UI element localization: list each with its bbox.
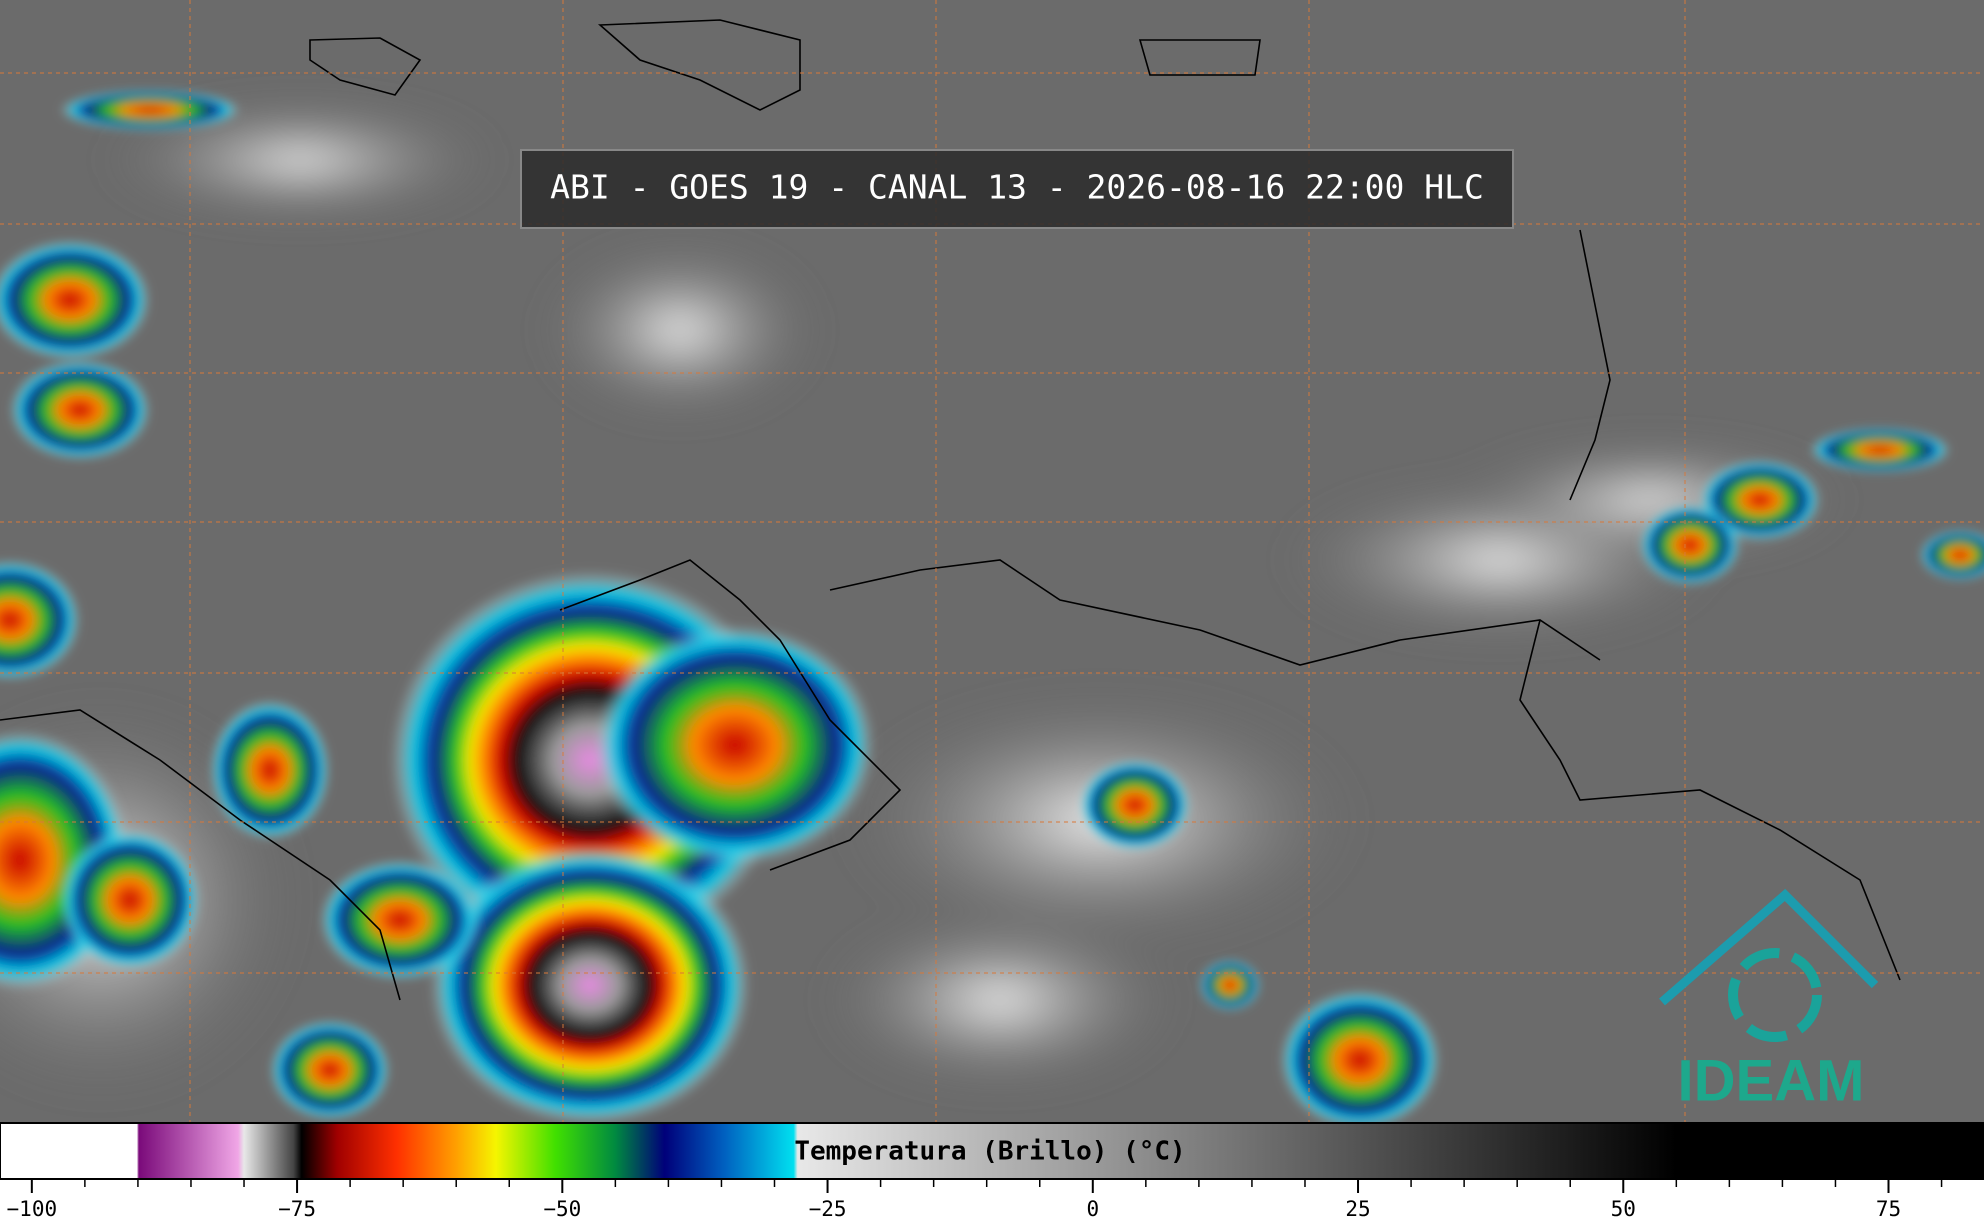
tick-label: −100 [7, 1197, 58, 1221]
tick-label: 25 [1345, 1197, 1370, 1221]
title: ABI - GOES 19 - CANAL 13 - 2026-08-16 22… [550, 168, 1484, 207]
coastlines [0, 19, 1901, 1001]
tick-label: −25 [809, 1197, 847, 1221]
colorbar-ticks: −100 −75 −50 −25 0 25 50 75 [7, 1179, 1943, 1221]
tick-label: −75 [278, 1197, 316, 1221]
graticule [0, 0, 1984, 1122]
logo-roof [1659, 888, 1879, 1006]
tick-label: 0 [1086, 1197, 1099, 1221]
tick-label: −50 [543, 1197, 581, 1221]
title-box [520, 149, 1514, 229]
tick-label: 75 [1876, 1197, 1901, 1221]
logo-swirl [1728, 948, 1822, 1042]
convective-cells [0, 90, 1984, 1130]
logo-text: IDEAM [1678, 1048, 1865, 1113]
colorbar [0, 1122, 1984, 1180]
tick-label: 50 [1611, 1197, 1636, 1221]
colorbar-label: Temperatura (Brillo) (°C) [794, 1137, 1185, 1167]
